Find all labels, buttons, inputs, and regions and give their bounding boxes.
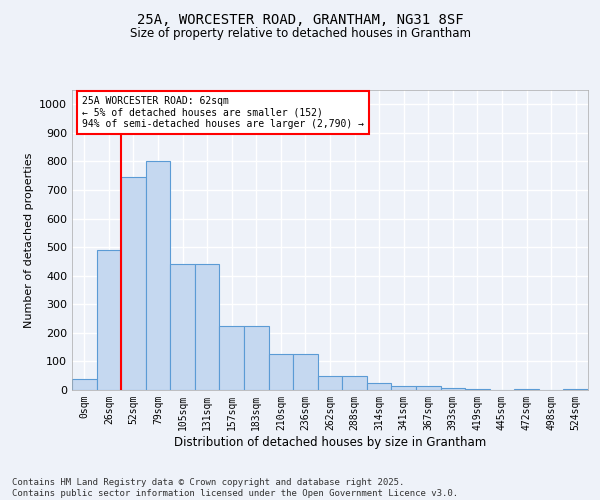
Bar [367, 383, 391, 390]
Y-axis label: Number of detached properties: Number of detached properties [23, 152, 34, 328]
Bar [72, 378, 97, 390]
Text: 25A, WORCESTER ROAD, GRANTHAM, NG31 8SF: 25A, WORCESTER ROAD, GRANTHAM, NG31 8SF [137, 12, 463, 26]
Bar [563, 388, 588, 390]
Bar [342, 376, 367, 390]
Bar [170, 264, 195, 390]
Bar [220, 326, 244, 390]
Bar [514, 388, 539, 390]
Bar [440, 388, 465, 390]
Bar [318, 376, 342, 390]
X-axis label: Distribution of detached houses by size in Grantham: Distribution of detached houses by size … [174, 436, 486, 448]
Bar [416, 386, 440, 390]
Bar [97, 250, 121, 390]
Bar [195, 264, 220, 390]
Bar [121, 177, 146, 390]
Bar [391, 386, 416, 390]
Bar [293, 354, 318, 390]
Text: 25A WORCESTER ROAD: 62sqm
← 5% of detached houses are smaller (152)
94% of semi-: 25A WORCESTER ROAD: 62sqm ← 5% of detach… [82, 96, 364, 129]
Bar [146, 162, 170, 390]
Bar [244, 326, 269, 390]
Text: Size of property relative to detached houses in Grantham: Size of property relative to detached ho… [130, 28, 470, 40]
Bar [269, 354, 293, 390]
Text: Contains HM Land Registry data © Crown copyright and database right 2025.
Contai: Contains HM Land Registry data © Crown c… [12, 478, 458, 498]
Bar [465, 388, 490, 390]
